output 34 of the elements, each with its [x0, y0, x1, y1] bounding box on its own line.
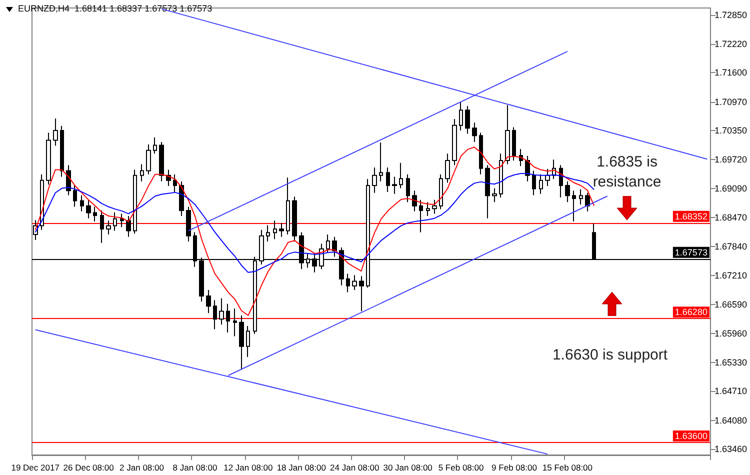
x-tick-label: 19 Dec 2017: [11, 462, 60, 472]
chart-title: EURNZD,H4 1.68141 1.68337 1.67573 1.67573: [18, 4, 212, 14]
y-tick-label: 1.70970: [714, 96, 748, 107]
x-tick-label: 2 Jan 08:00: [120, 462, 164, 472]
ref-line-label: 1.67573: [674, 247, 708, 258]
y-tick-label: 1.69090: [714, 184, 748, 194]
y-tick-label: 1.69720: [714, 154, 748, 165]
annotation: 1.6630 is support: [552, 346, 668, 364]
x-tick-label: 5 Feb 08:00: [438, 462, 484, 472]
y-tick-label: 1.65960: [714, 328, 748, 338]
y-tick-label: 1.66590: [714, 299, 748, 310]
y-tick-label: 1.68470: [714, 212, 748, 222]
y-tick-label: 1.72850: [714, 10, 748, 20]
ref-line-label: 1.68352: [674, 211, 708, 222]
y-tick-label: 1.67210: [714, 270, 748, 281]
x-tick-label: 12 Jan 08:00: [224, 462, 274, 472]
x-tick-label: 9 Feb 08:00: [492, 462, 538, 472]
y-tick-label: 1.64080: [714, 415, 748, 426]
x-tick-label: 8 Jan 08:00: [172, 462, 218, 472]
ref-line-label: 1.63600: [674, 431, 708, 442]
x-tick-label: 15 Feb 08:00: [542, 462, 593, 472]
y-tick-label: 1.64710: [714, 386, 748, 396]
x-tick-label: 30 Jan 08:00: [383, 462, 433, 472]
y-tick-label: 1.72220: [714, 39, 748, 50]
y-tick-label: 1.65330: [714, 358, 748, 368]
x-tick-label: 26 Dec 08:00: [63, 462, 114, 472]
x-tick-label: 18 Jan 08:00: [276, 462, 326, 472]
x-tick-label: 24 Jan 08:00: [330, 462, 380, 472]
y-tick-label: 1.70350: [714, 125, 748, 136]
y-tick-label: 1.67840: [714, 242, 748, 252]
y-tick-label: 1.71600: [714, 68, 748, 78]
ref-line-label: 1.66280: [674, 307, 708, 318]
y-tick-label: 1.63460: [714, 444, 748, 454]
annotation: 1.6835 is resistance: [592, 154, 662, 190]
